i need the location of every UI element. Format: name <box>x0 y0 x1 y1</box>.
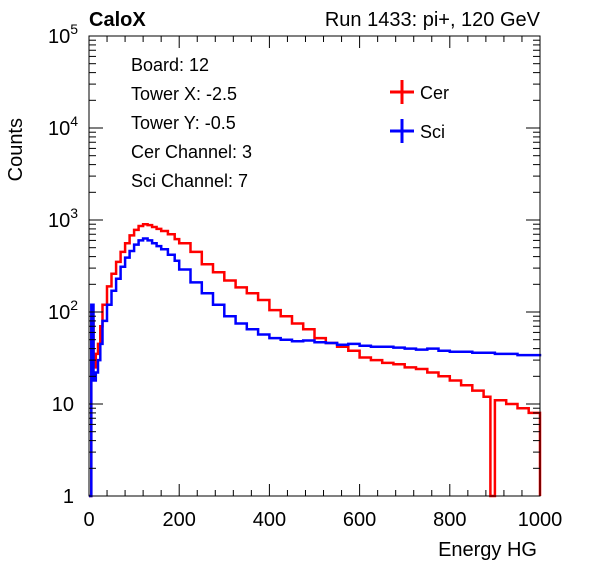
x-axis-title: Energy HG <box>438 539 537 561</box>
info-board: Board: 12 <box>131 55 209 75</box>
axes-layer: 0 200 400 600 800 1000 1 10 102 103 104 105 <box>48 21 562 531</box>
plot-frame <box>88 35 541 497</box>
header-left-label: CaloX <box>89 9 146 31</box>
x-tick-label: 600 <box>343 509 376 531</box>
y-tick-label: 103 <box>48 205 78 232</box>
series-line-cer <box>89 222 542 498</box>
info-box <box>120 50 358 198</box>
x-tick-label: 200 <box>163 509 196 531</box>
x-tick-label: 400 <box>253 509 286 531</box>
header-right-label: Run 1433: pi+, 120 GeV <box>325 9 541 31</box>
info-tower-x: Tower X: -2.5 <box>131 84 237 104</box>
series-line-sci <box>89 237 542 498</box>
x-tick-label: 800 <box>433 509 466 531</box>
info-sci-channel: Sci Channel: 7 <box>131 171 248 191</box>
info-cer-channel: Cer Channel: 3 <box>131 142 252 162</box>
y-tick-label: 1 <box>63 486 74 508</box>
info-box-lines: Board: 12 Tower X: -2.5 Tower Y: -0.5 Ce… <box>131 55 252 191</box>
legend: Cer Sci <box>390 80 449 143</box>
y-axis-title: Counts <box>5 118 27 181</box>
series-layer <box>89 222 542 498</box>
legend-item-cer: Cer <box>390 80 449 104</box>
x-tick-label: 1000 <box>518 509 563 531</box>
legend-sci-label: Sci <box>420 122 445 142</box>
y-tick-label: 105 <box>48 21 78 48</box>
y-tick-label: 10 <box>52 394 74 416</box>
x-tick-label: 0 <box>83 509 94 531</box>
y-tick-label: 102 <box>48 297 78 324</box>
legend-item-sci: Sci <box>390 119 445 143</box>
legend-cer-label: Cer <box>420 83 449 103</box>
y-tick-label: 104 <box>48 113 78 140</box>
info-tower-y: Tower Y: -0.5 <box>131 113 236 133</box>
